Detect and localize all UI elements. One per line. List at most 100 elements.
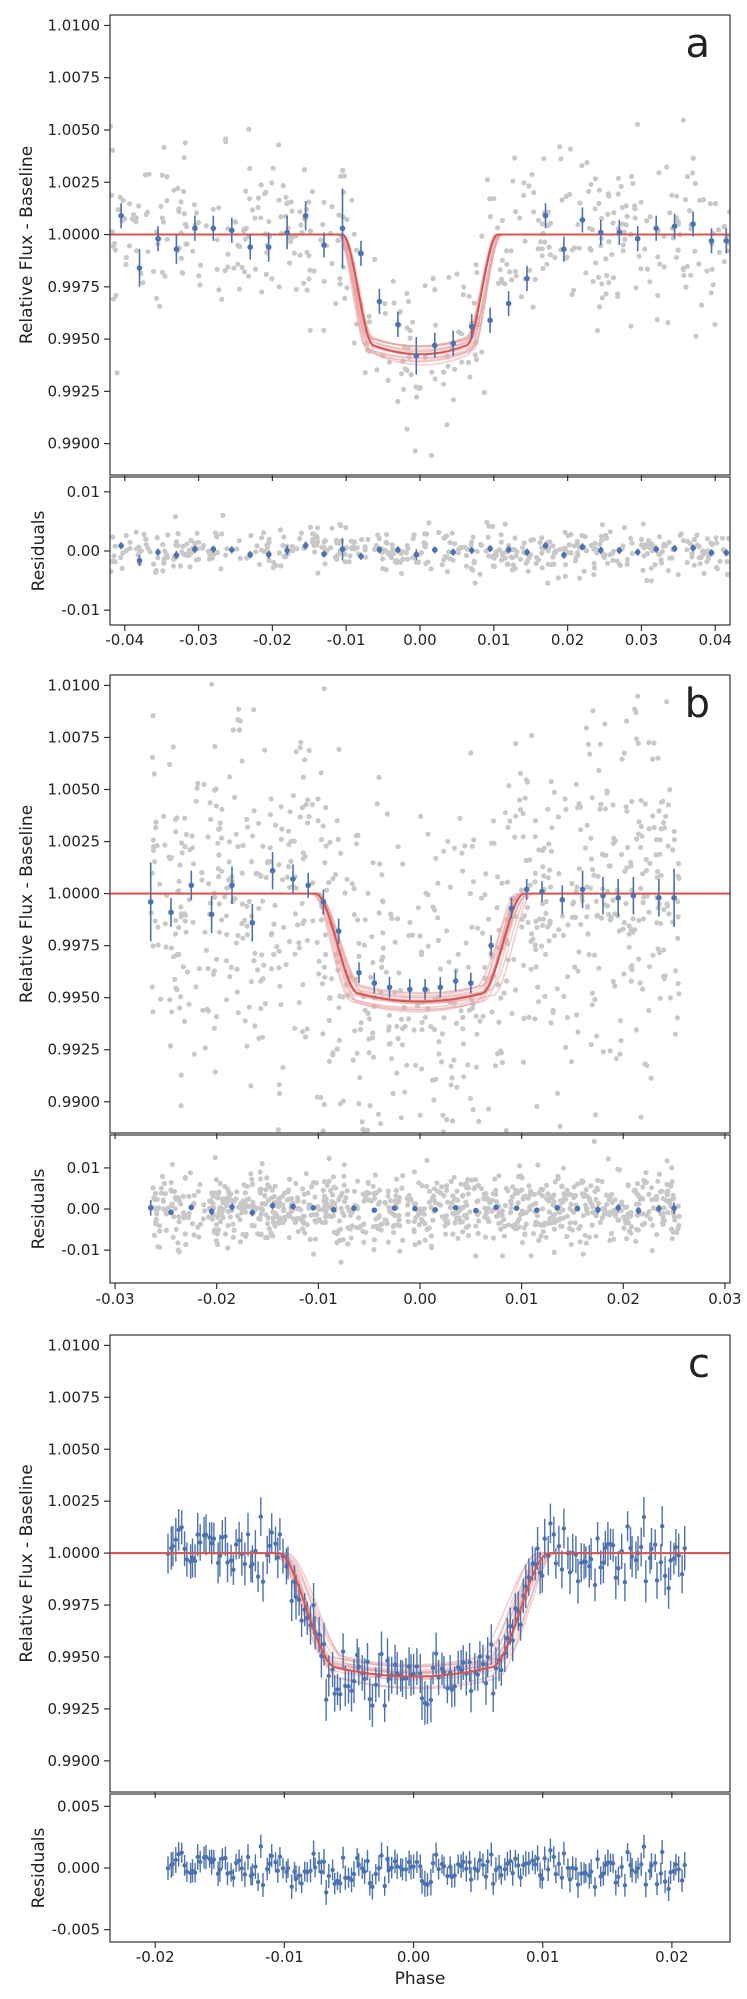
raw-data-point bbox=[349, 881, 355, 887]
raw-data-point bbox=[399, 371, 405, 377]
raw-data-point bbox=[543, 910, 549, 916]
raw-data-point bbox=[340, 167, 346, 173]
binned-point bbox=[155, 235, 161, 242]
raw-residual-point bbox=[257, 1215, 263, 1221]
raw-residual-point bbox=[459, 1219, 466, 1225]
raw-data-point bbox=[696, 261, 702, 267]
raw-data-point bbox=[456, 329, 462, 335]
raw-residual-point bbox=[580, 1213, 586, 1219]
raw-data-point bbox=[594, 1033, 600, 1039]
raw-data-point bbox=[539, 922, 546, 929]
residual-point bbox=[565, 1865, 571, 1871]
raw-data-point bbox=[292, 951, 298, 957]
raw-data-point bbox=[578, 827, 584, 833]
residual-point bbox=[551, 1854, 556, 1860]
residual-point bbox=[316, 1860, 322, 1865]
data-point bbox=[489, 1642, 494, 1647]
raw-residual-point bbox=[671, 1214, 678, 1220]
residual-point bbox=[340, 1855, 346, 1860]
residual-point bbox=[299, 1881, 304, 1886]
raw-residual-point bbox=[485, 1195, 491, 1201]
raw-residual-point bbox=[120, 550, 126, 556]
binned-point bbox=[508, 905, 515, 911]
raw-residual-point bbox=[466, 1185, 472, 1191]
raw-residual-point bbox=[552, 1212, 558, 1218]
raw-residual-point bbox=[249, 1222, 255, 1229]
raw-residual-point bbox=[423, 531, 430, 537]
raw-residual-point bbox=[628, 1230, 634, 1236]
raw-data-point bbox=[276, 1082, 282, 1088]
raw-data-point bbox=[249, 859, 255, 865]
raw-data-point bbox=[201, 781, 207, 788]
raw-data-point bbox=[311, 268, 317, 274]
raw-data-point bbox=[301, 167, 307, 173]
data-point bbox=[513, 1606, 518, 1611]
raw-residual-point bbox=[344, 1188, 350, 1194]
flux-y-tick-label: 1.0025 bbox=[48, 173, 101, 191]
raw-data-point bbox=[504, 978, 510, 984]
raw-residual-point bbox=[447, 540, 453, 546]
raw-data-point bbox=[272, 822, 279, 828]
raw-data-point bbox=[647, 964, 653, 970]
raw-data-point bbox=[226, 839, 232, 845]
residual-point bbox=[445, 1873, 450, 1879]
residual-point bbox=[468, 1877, 474, 1882]
raw-residual-point bbox=[465, 1233, 471, 1239]
raw-data-point bbox=[583, 270, 589, 276]
raw-data-point bbox=[261, 658, 266, 663]
raw-residual-point bbox=[269, 1187, 275, 1193]
raw-data-point bbox=[351, 231, 357, 237]
raw-data-point bbox=[630, 180, 636, 186]
raw-data-point bbox=[721, 224, 727, 230]
data-point bbox=[660, 1524, 665, 1529]
raw-residual-point bbox=[591, 560, 597, 567]
raw-residual-point bbox=[475, 1230, 481, 1236]
raw-residual-point bbox=[127, 539, 133, 545]
residual-point bbox=[660, 1849, 665, 1855]
flux-y-tick-label: 0.9950 bbox=[48, 330, 101, 348]
residual-point bbox=[386, 1867, 391, 1873]
raw-data-point bbox=[692, 180, 698, 187]
raw-data-point bbox=[179, 270, 185, 276]
raw-residual-point bbox=[646, 1209, 652, 1215]
raw-data-point bbox=[431, 1097, 437, 1103]
raw-residual-point bbox=[322, 1214, 329, 1220]
raw-data-point bbox=[642, 1061, 648, 1067]
model-draw-line bbox=[110, 233, 730, 348]
raw-residual-point bbox=[169, 1161, 175, 1168]
raw-data-point bbox=[329, 261, 335, 267]
raw-residual-point bbox=[347, 1226, 353, 1232]
raw-residual-point bbox=[300, 1220, 306, 1226]
raw-data-point bbox=[530, 304, 536, 310]
raw-data-point bbox=[674, 1015, 680, 1021]
raw-residual-point bbox=[372, 546, 378, 553]
flux-y-tick-label: 0.9975 bbox=[48, 937, 101, 955]
raw-data-point bbox=[391, 1250, 396, 1255]
binned-point bbox=[302, 212, 309, 219]
raw-residual-point bbox=[592, 540, 598, 546]
binned-point bbox=[188, 882, 195, 889]
raw-data-point bbox=[178, 1072, 184, 1078]
raw-residual-point bbox=[341, 1173, 347, 1179]
raw-residual-point bbox=[386, 1204, 392, 1210]
raw-data-point bbox=[316, 971, 322, 977]
raw-data-point bbox=[524, 904, 531, 911]
binned-point bbox=[579, 217, 586, 223]
raw-data-point bbox=[336, 1037, 342, 1043]
raw-data-point bbox=[170, 744, 176, 750]
raw-data-point bbox=[621, 750, 627, 756]
raw-residual-point bbox=[646, 538, 652, 544]
raw-data-point bbox=[545, 806, 551, 812]
raw-residual-point bbox=[133, 529, 139, 535]
raw-residual-point bbox=[465, 1191, 471, 1197]
raw-data-point bbox=[370, 959, 376, 966]
raw-data-point bbox=[276, 948, 282, 954]
residual-point bbox=[228, 1870, 234, 1875]
residual-point bbox=[662, 1879, 668, 1884]
raw-residual-point bbox=[485, 534, 491, 541]
raw-residual-point bbox=[258, 1231, 264, 1237]
raw-residual-point bbox=[212, 530, 218, 536]
residual-point bbox=[414, 1859, 420, 1865]
raw-data-point bbox=[532, 1016, 538, 1022]
